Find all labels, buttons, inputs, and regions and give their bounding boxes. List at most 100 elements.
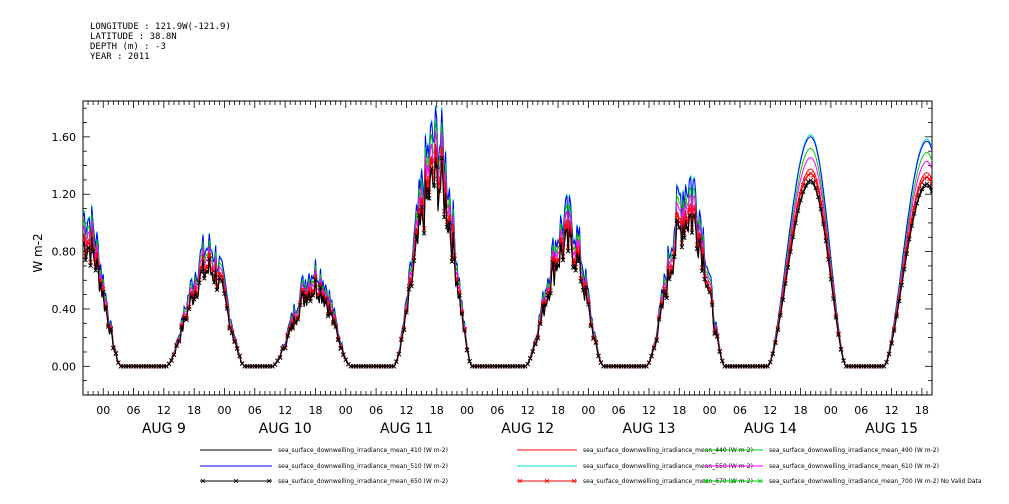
data-point [901, 267, 907, 272]
data-point [573, 268, 579, 273]
legend-marker [200, 478, 206, 484]
data-point [666, 276, 672, 282]
y-tick-label: 0.00 [52, 360, 77, 373]
data-point [904, 251, 910, 257]
data-point [411, 258, 417, 264]
data-point [550, 260, 556, 265]
data-point [588, 323, 594, 329]
data-point [540, 303, 546, 308]
data-point [563, 223, 568, 229]
data-point [654, 338, 659, 343]
data-point [217, 275, 222, 280]
data-point [300, 290, 306, 296]
data-point [674, 218, 680, 223]
data-point [697, 237, 702, 243]
x-tick-label: 06 [854, 404, 868, 417]
y-tick-label: 0.80 [52, 246, 77, 259]
data-point [232, 339, 237, 345]
data-point [234, 346, 240, 351]
data-point [196, 280, 202, 286]
data-point [227, 326, 232, 331]
data-point [818, 206, 824, 212]
data-point [467, 359, 472, 364]
data-point [770, 351, 776, 357]
legend-label: sea_surface_downwelling_irradiance_mean_… [278, 478, 448, 485]
data-point [237, 353, 242, 359]
data-point [694, 246, 700, 252]
data-point [911, 211, 917, 216]
data-point [103, 305, 109, 311]
data-point [429, 166, 435, 171]
data-point [826, 257, 831, 262]
data-point [447, 215, 452, 220]
data-point [214, 287, 220, 293]
x-tick-label: 06 [369, 404, 383, 417]
data-point [583, 285, 589, 290]
y-tick-label: 1.60 [52, 131, 77, 144]
data-point [808, 178, 814, 183]
data-point [396, 351, 402, 357]
series-layer [83, 105, 932, 369]
legend-label: sea_surface_downwelling_irradiance_mean_… [278, 463, 448, 470]
data-point [95, 265, 101, 270]
data-point [462, 328, 467, 333]
data-point [83, 242, 86, 248]
series-line [83, 107, 932, 367]
data-point [687, 213, 692, 218]
data-point [229, 330, 235, 336]
x-day-label: AUG 9 [142, 421, 186, 437]
data-point [785, 265, 791, 270]
data-point [282, 345, 288, 351]
data-point [702, 276, 707, 282]
data-point [189, 293, 194, 299]
data-point [548, 290, 553, 296]
data-point [596, 353, 601, 359]
data-point [429, 158, 435, 164]
x-tick-label: 06 [248, 404, 262, 417]
data-point [295, 317, 301, 322]
data-point [199, 269, 205, 274]
x-tick-label: 00 [96, 404, 110, 417]
data-point [929, 182, 932, 188]
x-tick-label: 06 [127, 404, 141, 417]
x-day-label: AUG 14 [744, 421, 797, 437]
data-point [434, 164, 440, 169]
data-point [803, 183, 808, 188]
data-point [831, 296, 836, 301]
legend-marker [517, 478, 523, 484]
data-point [570, 264, 576, 270]
data-point [906, 236, 912, 242]
data-point [85, 245, 91, 250]
data-point [927, 176, 932, 182]
data-point [308, 298, 313, 304]
data-point [593, 340, 599, 346]
data-point [292, 321, 298, 326]
data-point [714, 334, 720, 339]
data-point [113, 351, 119, 356]
x-tick-label: 00 [703, 404, 717, 417]
legend-label: sea_surface_downwelling_irradiance_mean_… [278, 447, 448, 454]
data-point [527, 356, 533, 361]
data-point [409, 283, 414, 289]
legend-label: sea_surface_downwelling_irradiance_mean_… [583, 463, 753, 470]
data-point [219, 278, 225, 284]
data-point [922, 176, 927, 181]
data-point [176, 338, 182, 344]
legend-label: sea_surface_downwelling_irradiance_mean_… [769, 447, 939, 454]
data-point [578, 278, 584, 284]
x-day-label: AUG 11 [380, 421, 433, 437]
data-point [778, 312, 783, 318]
data-point [464, 347, 470, 353]
data-point [179, 324, 184, 330]
data-point [881, 363, 887, 369]
data-point [275, 358, 280, 364]
x-tick-label: 18 [794, 404, 808, 417]
data-point [813, 178, 819, 184]
data-point [426, 196, 432, 201]
data-point [656, 317, 662, 322]
data-point [98, 281, 104, 287]
data-point [765, 363, 771, 369]
data-point [444, 224, 450, 230]
data-point [674, 212, 680, 218]
data-point [85, 240, 91, 246]
